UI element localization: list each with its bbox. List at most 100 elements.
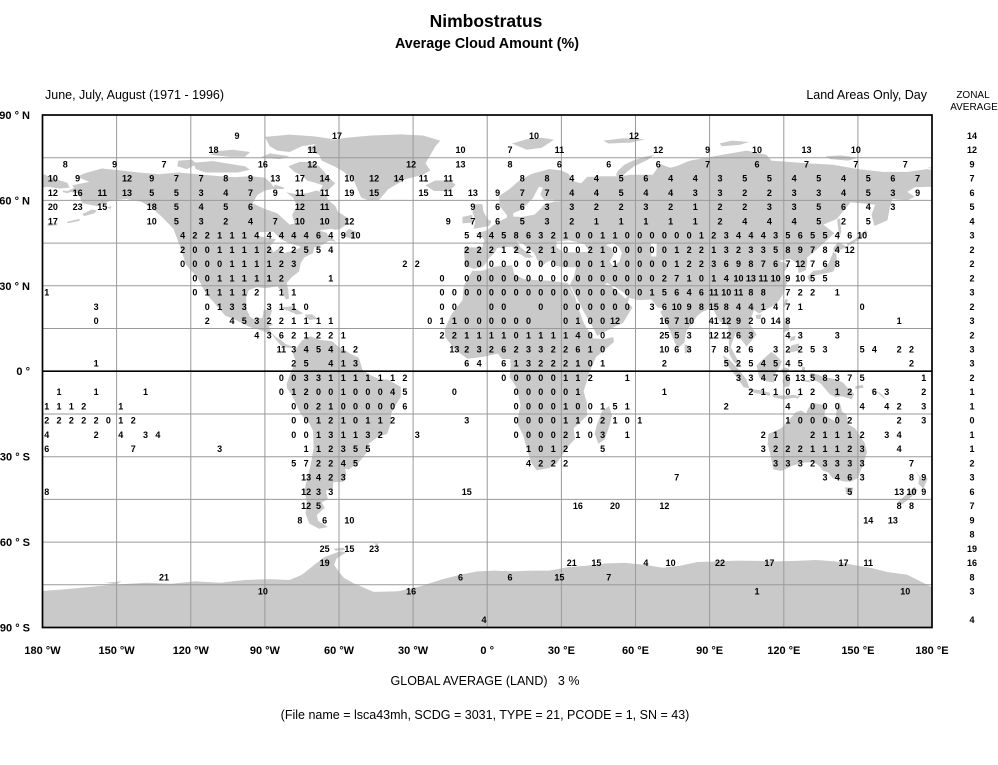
svg-text:2: 2 — [588, 245, 593, 255]
svg-text:0: 0 — [489, 288, 494, 298]
svg-text:0: 0 — [501, 273, 506, 283]
svg-text:2: 2 — [538, 245, 543, 255]
svg-text:8: 8 — [748, 259, 753, 269]
svg-text:1: 1 — [847, 430, 852, 440]
svg-text:2: 2 — [44, 416, 49, 426]
svg-text:11: 11 — [295, 188, 305, 198]
svg-text:5: 5 — [798, 359, 803, 369]
svg-text:0: 0 — [538, 373, 543, 383]
svg-text:0: 0 — [501, 259, 506, 269]
svg-text:8: 8 — [909, 501, 914, 511]
svg-text:7: 7 — [804, 159, 809, 169]
svg-text:2: 2 — [56, 416, 61, 426]
svg-text:8: 8 — [699, 302, 704, 312]
svg-text:8: 8 — [514, 231, 519, 241]
svg-text:7: 7 — [853, 159, 858, 169]
svg-text:4: 4 — [477, 231, 482, 241]
svg-text:1: 1 — [94, 359, 99, 369]
svg-text:0: 0 — [378, 401, 383, 411]
svg-text:16: 16 — [258, 159, 268, 169]
svg-text:Nimbostratus: Nimbostratus — [430, 11, 543, 31]
svg-text:1: 1 — [291, 288, 296, 298]
svg-text:5: 5 — [822, 273, 827, 283]
svg-text:2: 2 — [489, 345, 494, 355]
svg-text:0: 0 — [205, 302, 210, 312]
svg-text:0: 0 — [526, 288, 531, 298]
svg-text:90 °E: 90 °E — [696, 645, 723, 657]
svg-text:4: 4 — [748, 231, 753, 241]
svg-text:7: 7 — [304, 458, 309, 468]
svg-text:0: 0 — [514, 259, 519, 269]
svg-text:0: 0 — [563, 316, 568, 326]
svg-text:4: 4 — [785, 359, 790, 369]
svg-text:4: 4 — [328, 245, 333, 255]
svg-text:0: 0 — [551, 430, 556, 440]
svg-text:0: 0 — [477, 316, 482, 326]
svg-text:0: 0 — [526, 259, 531, 269]
svg-text:3: 3 — [693, 188, 698, 198]
svg-text:1: 1 — [217, 288, 222, 298]
svg-text:30 °E: 30 °E — [548, 645, 575, 657]
svg-text:2: 2 — [810, 288, 815, 298]
svg-text:3: 3 — [199, 216, 204, 226]
svg-text:1: 1 — [538, 330, 543, 340]
svg-text:13: 13 — [270, 174, 280, 184]
svg-text:6: 6 — [656, 159, 661, 169]
svg-text:2: 2 — [328, 416, 333, 426]
svg-text:1: 1 — [711, 273, 716, 283]
svg-text:3: 3 — [921, 416, 926, 426]
svg-text:2: 2 — [717, 216, 722, 226]
svg-text:0: 0 — [464, 288, 469, 298]
svg-text:1: 1 — [514, 359, 519, 369]
svg-text:0: 0 — [390, 401, 395, 411]
svg-text:2: 2 — [767, 188, 772, 198]
svg-text:6: 6 — [575, 345, 580, 355]
svg-text:11: 11 — [555, 145, 565, 155]
svg-text:10: 10 — [295, 216, 305, 226]
svg-text:0: 0 — [588, 231, 593, 241]
svg-text:3: 3 — [526, 345, 531, 355]
svg-text:10: 10 — [684, 316, 694, 326]
svg-text:0: 0 — [353, 387, 358, 397]
svg-text:0: 0 — [575, 273, 580, 283]
svg-text:6: 6 — [847, 231, 852, 241]
svg-text:2: 2 — [402, 259, 407, 269]
svg-text:4: 4 — [569, 174, 574, 184]
svg-text:1: 1 — [625, 373, 630, 383]
svg-text:1: 1 — [575, 359, 580, 369]
svg-text:1: 1 — [56, 401, 61, 411]
svg-text:1: 1 — [44, 288, 49, 298]
svg-text:2: 2 — [316, 458, 321, 468]
svg-text:10: 10 — [147, 216, 157, 226]
svg-text:0: 0 — [538, 416, 543, 426]
svg-text:0: 0 — [649, 273, 654, 283]
svg-text:2: 2 — [563, 444, 568, 454]
svg-text:9: 9 — [921, 473, 926, 483]
svg-text:1: 1 — [643, 216, 648, 226]
svg-text:3: 3 — [969, 231, 974, 241]
svg-text:4: 4 — [199, 202, 204, 212]
svg-text:2: 2 — [847, 444, 852, 454]
svg-text:2: 2 — [390, 416, 395, 426]
svg-text:12: 12 — [122, 174, 132, 184]
svg-text:2: 2 — [180, 245, 185, 255]
svg-text:60 ° N: 60 ° N — [0, 195, 30, 207]
svg-text:0: 0 — [860, 302, 865, 312]
svg-text:0: 0 — [588, 302, 593, 312]
svg-text:2: 2 — [897, 416, 902, 426]
svg-text:0: 0 — [94, 316, 99, 326]
svg-text:2: 2 — [328, 458, 333, 468]
svg-text:4: 4 — [390, 387, 395, 397]
svg-text:0: 0 — [427, 316, 432, 326]
svg-text:1: 1 — [328, 401, 333, 411]
svg-text:7: 7 — [969, 174, 974, 184]
svg-text:4: 4 — [835, 473, 840, 483]
svg-text:9: 9 — [446, 216, 451, 226]
svg-text:12: 12 — [301, 487, 311, 497]
svg-text:16: 16 — [659, 316, 669, 326]
svg-text:2: 2 — [662, 273, 667, 283]
svg-text:0: 0 — [761, 316, 766, 326]
svg-text:6: 6 — [674, 288, 679, 298]
svg-text:8: 8 — [761, 288, 766, 298]
svg-text:5: 5 — [353, 458, 358, 468]
